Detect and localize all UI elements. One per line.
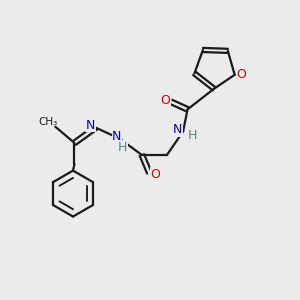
Text: N: N <box>112 130 122 143</box>
Text: O: O <box>236 68 246 81</box>
Text: N: N <box>86 119 95 132</box>
Text: O: O <box>160 94 170 107</box>
Text: CH₃: CH₃ <box>38 117 58 127</box>
Text: N: N <box>173 124 182 136</box>
Text: H: H <box>118 140 128 154</box>
Text: H: H <box>187 129 196 142</box>
Text: O: O <box>150 168 160 181</box>
